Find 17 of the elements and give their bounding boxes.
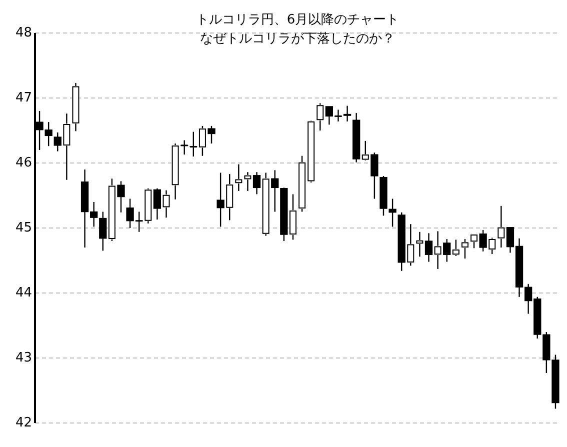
- chart-subtitle: なぜトルコリラが下落したのか？: [200, 31, 395, 46]
- y-tick-label: 42: [15, 415, 32, 430]
- candlestick: [190, 131, 198, 158]
- candlestick: [461, 238, 469, 260]
- y-tick-label: 48: [15, 25, 32, 40]
- candlestick: [252, 172, 261, 195]
- candlestick: [153, 188, 162, 220]
- candlestick: [388, 198, 396, 228]
- y-tick-label: 45: [15, 220, 32, 236]
- y-tick-label: 46: [15, 155, 32, 170]
- y-tick-label: 43: [15, 350, 32, 366]
- y-tick-label: 44: [15, 285, 32, 300]
- candlestick: [424, 232, 433, 262]
- chart-title: トルコリラ円、6月以降のチャート: [196, 12, 400, 28]
- y-tick-label: 47: [15, 90, 32, 106]
- candlestick: [343, 105, 352, 122]
- candlestick: [99, 211, 107, 252]
